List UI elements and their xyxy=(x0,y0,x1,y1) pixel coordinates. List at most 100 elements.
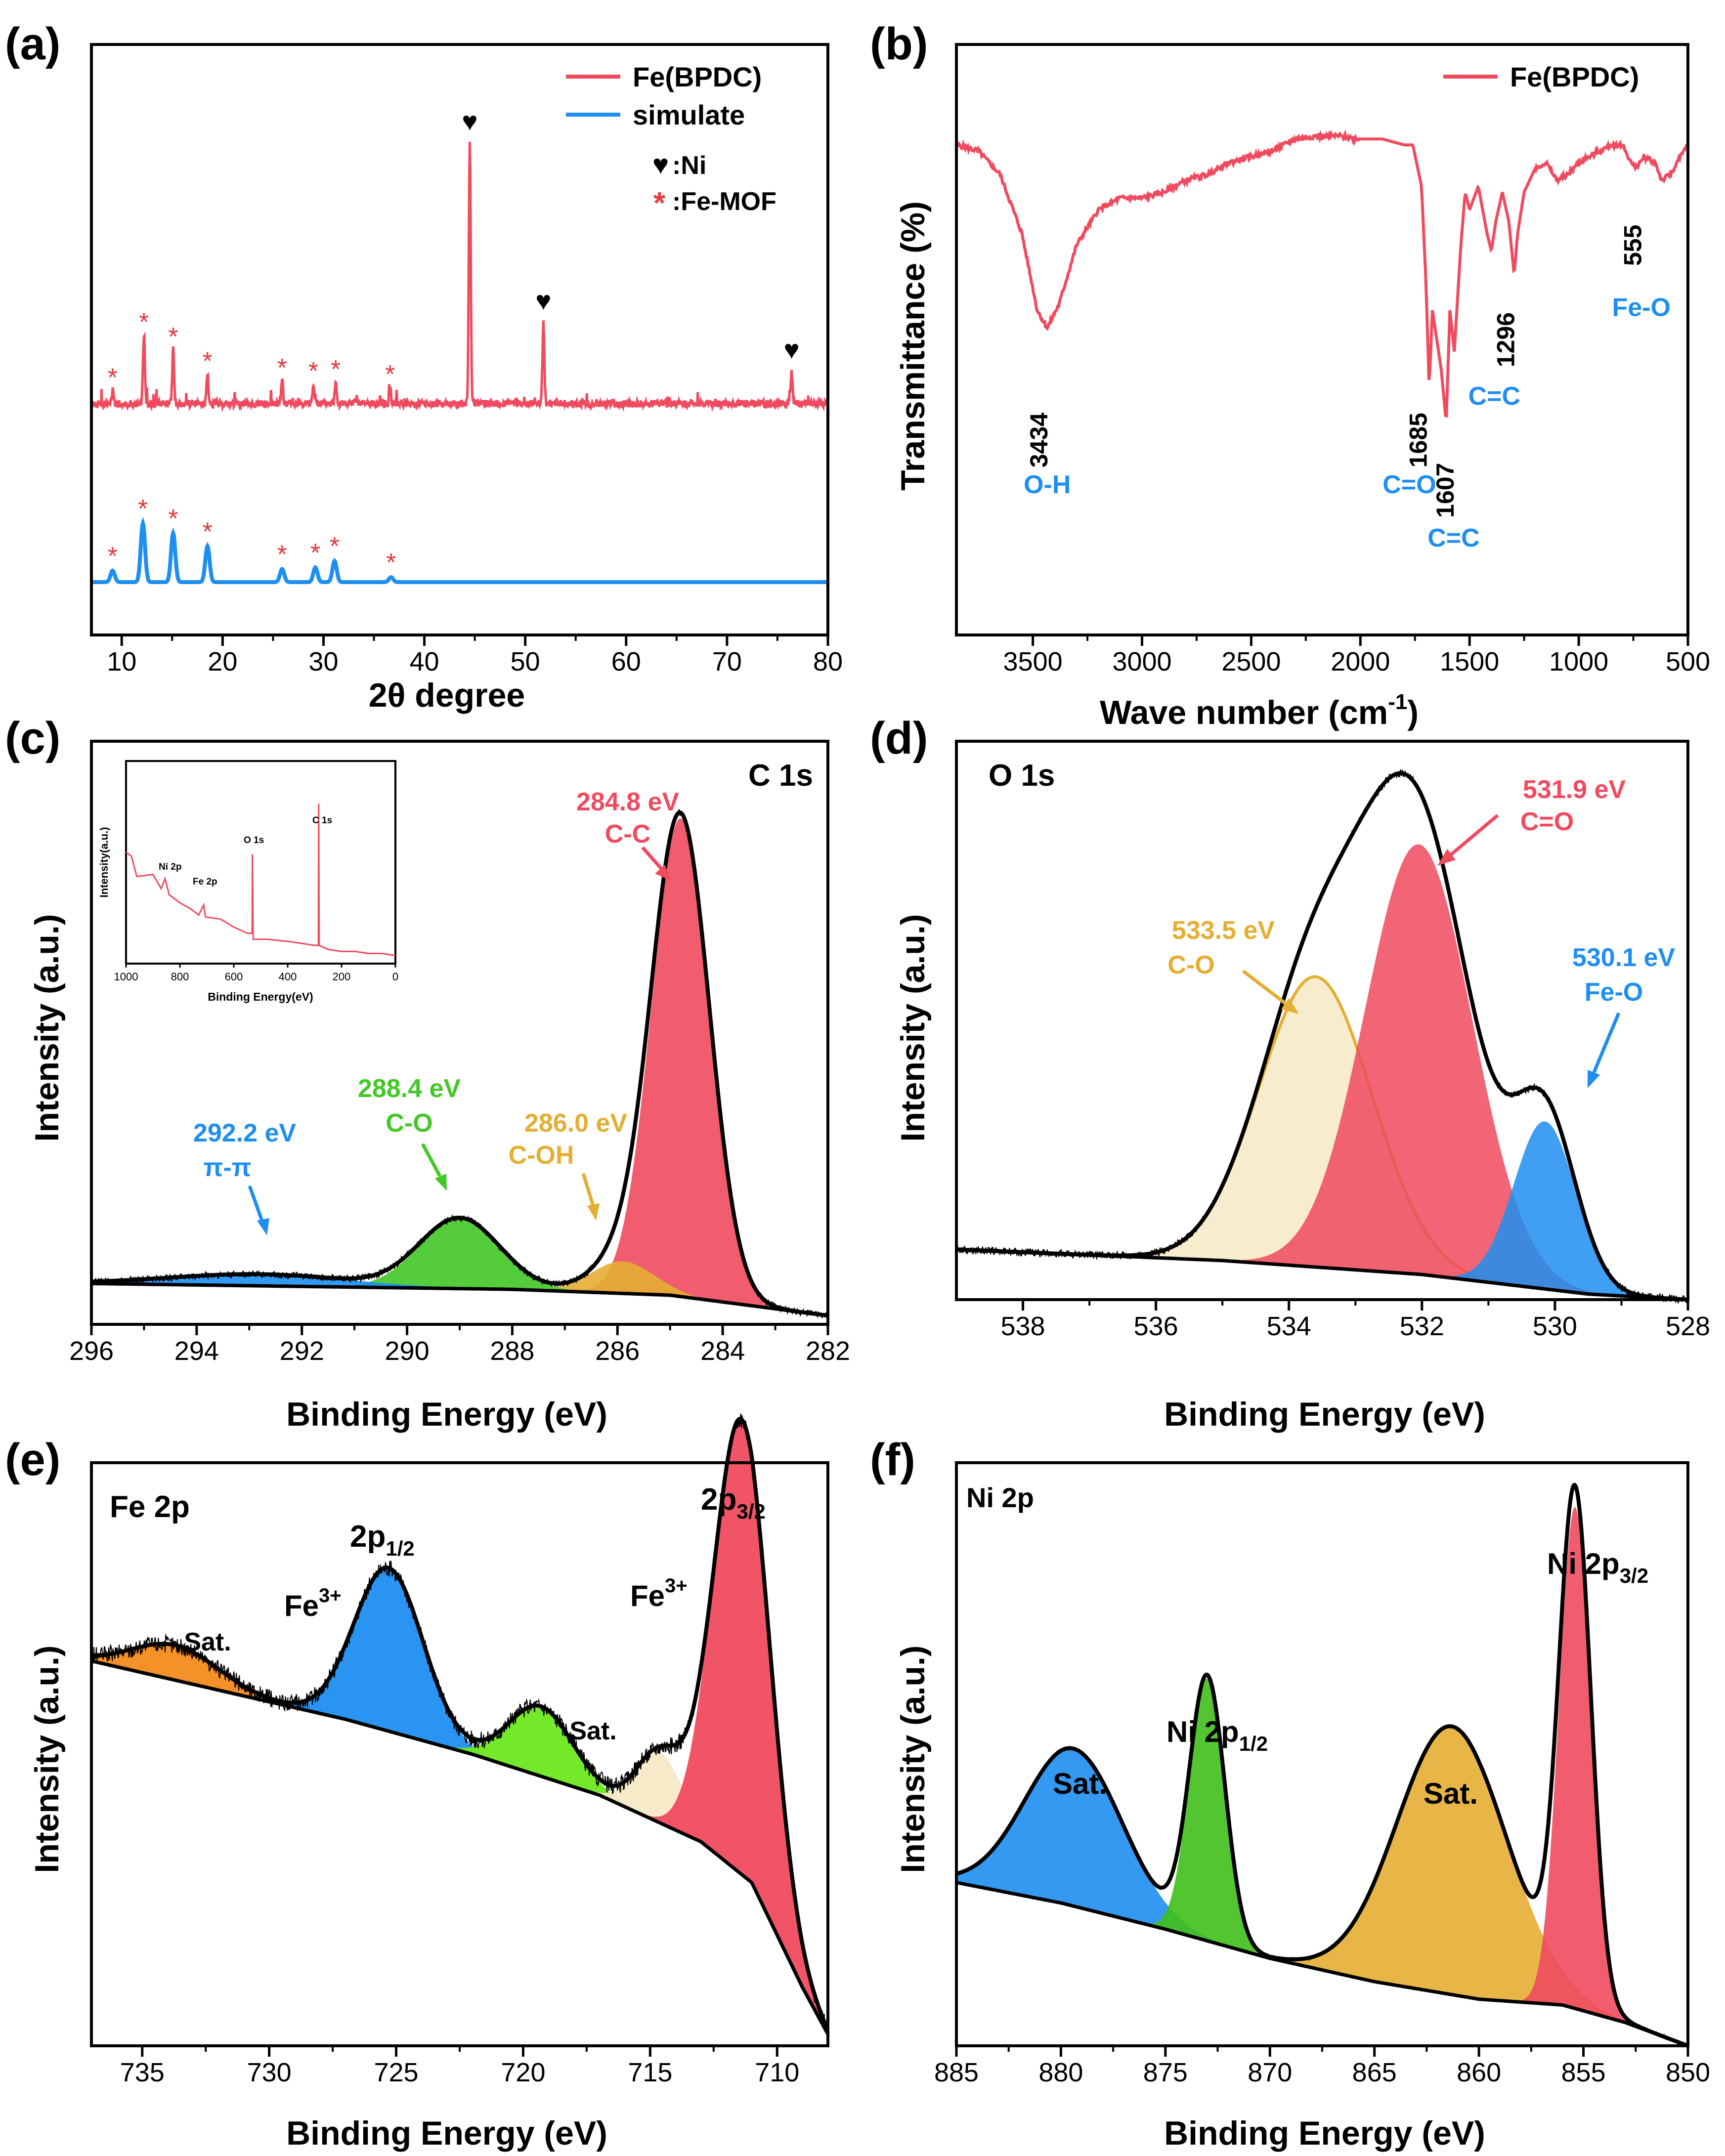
ir-band-1685-label: 1685 xyxy=(1404,413,1432,467)
inset-ylabel: Intensity(a.u.) xyxy=(98,827,110,897)
ni-heart-marker: ♥ xyxy=(535,286,551,316)
c-co-name: C-O xyxy=(386,1109,432,1138)
e-fe3-label-a: Fe3+ xyxy=(284,1585,342,1622)
c-cc-name: C-C xyxy=(605,820,650,848)
fe-mof-star-marker: * xyxy=(331,355,341,384)
panel-c-xtick-label: 286 xyxy=(595,1336,640,1366)
inset-frame xyxy=(125,760,396,965)
d-feo-arrow xyxy=(1592,1012,1621,1073)
panel-a-xtick-label: 10 xyxy=(107,647,136,676)
f-ni2p32-label: Ni 2p3/2 xyxy=(1547,1547,1648,1587)
f-ni2p12-label: Ni 2p1/2 xyxy=(1166,1715,1268,1755)
ir-band-1607-group: C=C xyxy=(1427,524,1479,552)
panel-d-ylabel: Intensity (a.u.) xyxy=(894,914,932,1142)
d-co-energy: 531.9 eV xyxy=(1523,775,1626,804)
panel-f-xtick-label: 885 xyxy=(934,2058,979,2087)
panel-d-axes: 538 536 534 532 530 528 xyxy=(955,740,1710,1341)
panel-a-axes: 10 20 30 40 50 60 70 80 xyxy=(90,43,843,676)
panel-a-legend: Fe(BPDC) simulate ♥ :Ni * :Fe-MOF xyxy=(566,61,776,220)
ir-band-3434-group: O-H xyxy=(1024,470,1071,499)
e-2p12-label: 2p1/2 xyxy=(350,1520,415,1560)
c-cc-energy: 284.8 eV xyxy=(576,788,679,816)
panel-f-xtick-label: 860 xyxy=(1457,2058,1501,2087)
panel-a-xtick-label: 60 xyxy=(611,647,641,676)
component-4-4 xyxy=(645,1419,828,2034)
component-2-1 xyxy=(543,1261,703,1300)
panel-c-xtick-label: 292 xyxy=(280,1336,324,1366)
fe-mof-legend-label: :Fe-MOF xyxy=(672,187,776,216)
panel-d-xtick-label: 536 xyxy=(1134,1311,1178,1341)
fe-mof-star-marker: * xyxy=(310,539,320,567)
inset-label-fe2p: Fe 2p xyxy=(193,877,217,887)
panel-d-xtick-label: 528 xyxy=(1666,1311,1710,1341)
d-feo-energy: 530.1 eV xyxy=(1572,943,1675,972)
panel-c-region-label: C 1s xyxy=(748,759,813,793)
inset-survey-line xyxy=(126,803,396,957)
panel-e-xtick-label: 730 xyxy=(247,2058,292,2087)
ir-band-1607-label: 1607 xyxy=(1431,463,1459,518)
inset-xlabel: Binding Energy(eV) xyxy=(208,990,313,1003)
d-c-o-energy: 533.5 eV xyxy=(1172,916,1275,945)
panel-f-xlabel: Binding Energy (eV) xyxy=(1164,2114,1485,2152)
panel-e-xtick-label: 725 xyxy=(374,2058,418,2087)
c-cc-arrow xyxy=(641,846,664,871)
c-co-energy: 288.4 eV xyxy=(358,1074,461,1103)
panel-e-xtick-label: 710 xyxy=(755,2058,799,2087)
panel-c-inset: 1000 800 600 400 200 0 Intensity(a.u.) Bindin… xyxy=(98,760,398,1003)
c-cc-arrowhead xyxy=(655,865,671,881)
fe-mof-star-marker: * xyxy=(277,541,287,569)
d-feo-arrowhead xyxy=(1588,1070,1600,1088)
panel-f-ylabel: Intensity (a.u.) xyxy=(894,1646,932,1873)
legend-label-fe-bpdc: Fe(BPDC) xyxy=(633,61,762,92)
panel-e-ylabel: Intensity (a.u.) xyxy=(28,1646,66,1873)
inset-label-ni2p: Ni 2p xyxy=(159,862,181,872)
fe-mof-star-marker: * xyxy=(330,532,340,561)
envelope-line-5 xyxy=(956,1482,1688,2048)
d-c-o-arrowhead xyxy=(1281,998,1299,1014)
panel-f-xtick-label: 875 xyxy=(1143,2058,1188,2087)
panel-e-xlabel: Binding Energy (eV) xyxy=(286,2114,607,2152)
envelope-line-2 xyxy=(91,810,828,1318)
series-line-simulate xyxy=(91,516,828,584)
panel-d-xtick-label: 532 xyxy=(1400,1311,1444,1341)
inset-xtick-label: 200 xyxy=(333,971,351,983)
legend-label-simulate: simulate xyxy=(633,99,745,130)
series-line-fe-bpdc xyxy=(90,141,829,413)
fe-mof-star-marker: * xyxy=(386,549,396,577)
panel-c-xtick-label: 288 xyxy=(490,1336,534,1366)
panel-d-xtick-label: 534 xyxy=(1267,1311,1311,1341)
panel-d-region-label: O 1s xyxy=(989,759,1055,793)
panel-c-label: (c) xyxy=(5,713,60,763)
inset-xtick-label: 400 xyxy=(279,971,297,983)
panel-b: (b) 3500 3000 2500 2000 1500 1000 500 Fe(BPDC)… xyxy=(870,19,1710,731)
inset-xtick-label: 800 xyxy=(171,971,189,983)
star-symbol: * xyxy=(653,186,666,220)
panel-d-xtick-label: 538 xyxy=(1000,1311,1045,1341)
background-line-4 xyxy=(91,1659,830,2035)
fe-mof-star-marker: * xyxy=(168,505,178,533)
e-fe3-label-b: Fe3+ xyxy=(630,1575,688,1612)
panel-f: (f) 885 880 875 870 865 860 855 850 Ni 2p Inten… xyxy=(870,1435,1710,2152)
heart-symbol: ♥ xyxy=(652,149,669,180)
panel-a-plot: * * * * * * * * ♥ ♥ ♥ * * * * * * * * xyxy=(90,107,829,584)
inset-xtick-label: 1000 xyxy=(114,971,138,983)
fe-mof-star-marker: * xyxy=(108,542,118,571)
panel-a-xtick-label: 70 xyxy=(712,647,742,676)
component-5-3 xyxy=(1519,1507,1631,2025)
fe-mof-star-marker: * xyxy=(168,323,178,351)
fe-mof-star-marker: * xyxy=(138,495,148,523)
panel-a-label: (a) xyxy=(5,19,60,69)
fe-mof-star-marker: * xyxy=(203,347,213,376)
c-coh-arrowhead xyxy=(587,1203,600,1221)
panel-f-region-label: Ni 2p xyxy=(966,1482,1034,1513)
fe-mof-star-marker: * xyxy=(308,357,318,385)
panel-b-xtick-label: 2500 xyxy=(1221,647,1281,676)
panel-f-xtick-label: 855 xyxy=(1561,2058,1606,2087)
panel-c-plot xyxy=(91,809,828,1319)
f-sat1-label: Sat. xyxy=(1053,1767,1107,1800)
panel-c-xlabel: Binding Energy (eV) xyxy=(286,1395,607,1433)
panel-e-label: (e) xyxy=(5,1435,60,1485)
panel-a-xtick-label: 30 xyxy=(308,647,338,676)
